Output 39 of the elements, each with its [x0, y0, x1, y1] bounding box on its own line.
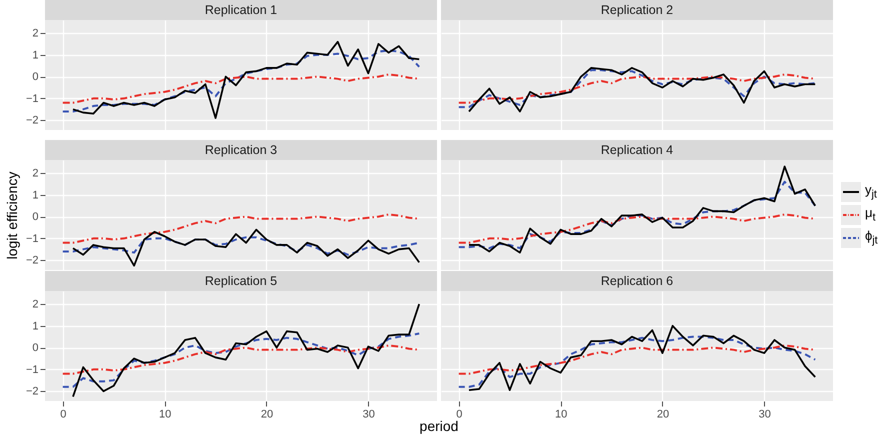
y-tick-label: 2 [32, 168, 38, 180]
chart-title: Replication 6 [441, 271, 833, 291]
legend-label: y$_{jt}$ [865, 182, 877, 201]
y-tick-label: −2 [26, 114, 38, 127]
chart-title: Replication 1 [45, 0, 437, 20]
line-series [62, 49, 420, 112]
y-tick-label: 2 [32, 28, 38, 40]
x-axis-title: period [420, 418, 458, 434]
y-axis-title: logit efficiency [4, 172, 20, 260]
y-tick-label: −2 [26, 254, 38, 267]
y-tick-label: 0 [32, 71, 38, 84]
y-tick-label: −1 [26, 232, 38, 245]
line-series [72, 303, 420, 398]
y-tick-label: 1 [32, 320, 38, 332]
y-tick-label: −1 [26, 92, 38, 105]
x-tick-label: 0 [60, 408, 66, 420]
legend-label: μ$_{t}$ [865, 205, 876, 224]
y-tick-label: 1 [32, 189, 38, 202]
y-tick-label: −1 [26, 364, 38, 376]
line-series [72, 228, 420, 267]
y-tick-label: 0 [32, 211, 38, 224]
legend-label: ϕ$_{jt}$ [865, 228, 878, 247]
x-tick-label: 30 [758, 408, 771, 420]
y-tick-label: 1 [32, 49, 38, 62]
y-tick-label: 2 [32, 298, 38, 311]
chart-title: Replication 4 [441, 140, 833, 160]
y-tick-label: −2 [26, 386, 38, 398]
chart-title: Replication 3 [45, 140, 437, 160]
x-tick-label: 10 [159, 408, 172, 420]
line-series [62, 332, 420, 388]
y-tick-label: 0 [32, 342, 38, 354]
x-tick-label: 20 [656, 408, 670, 420]
chart-title: Replication 2 [441, 0, 833, 20]
line-series [72, 40, 420, 119]
chart-title: Replication 5 [45, 271, 437, 291]
x-tick-label: 10 [555, 408, 568, 420]
x-tick-label: 30 [362, 408, 375, 420]
x-tick-label: 0 [456, 408, 462, 420]
x-tick-label: 20 [260, 408, 274, 420]
